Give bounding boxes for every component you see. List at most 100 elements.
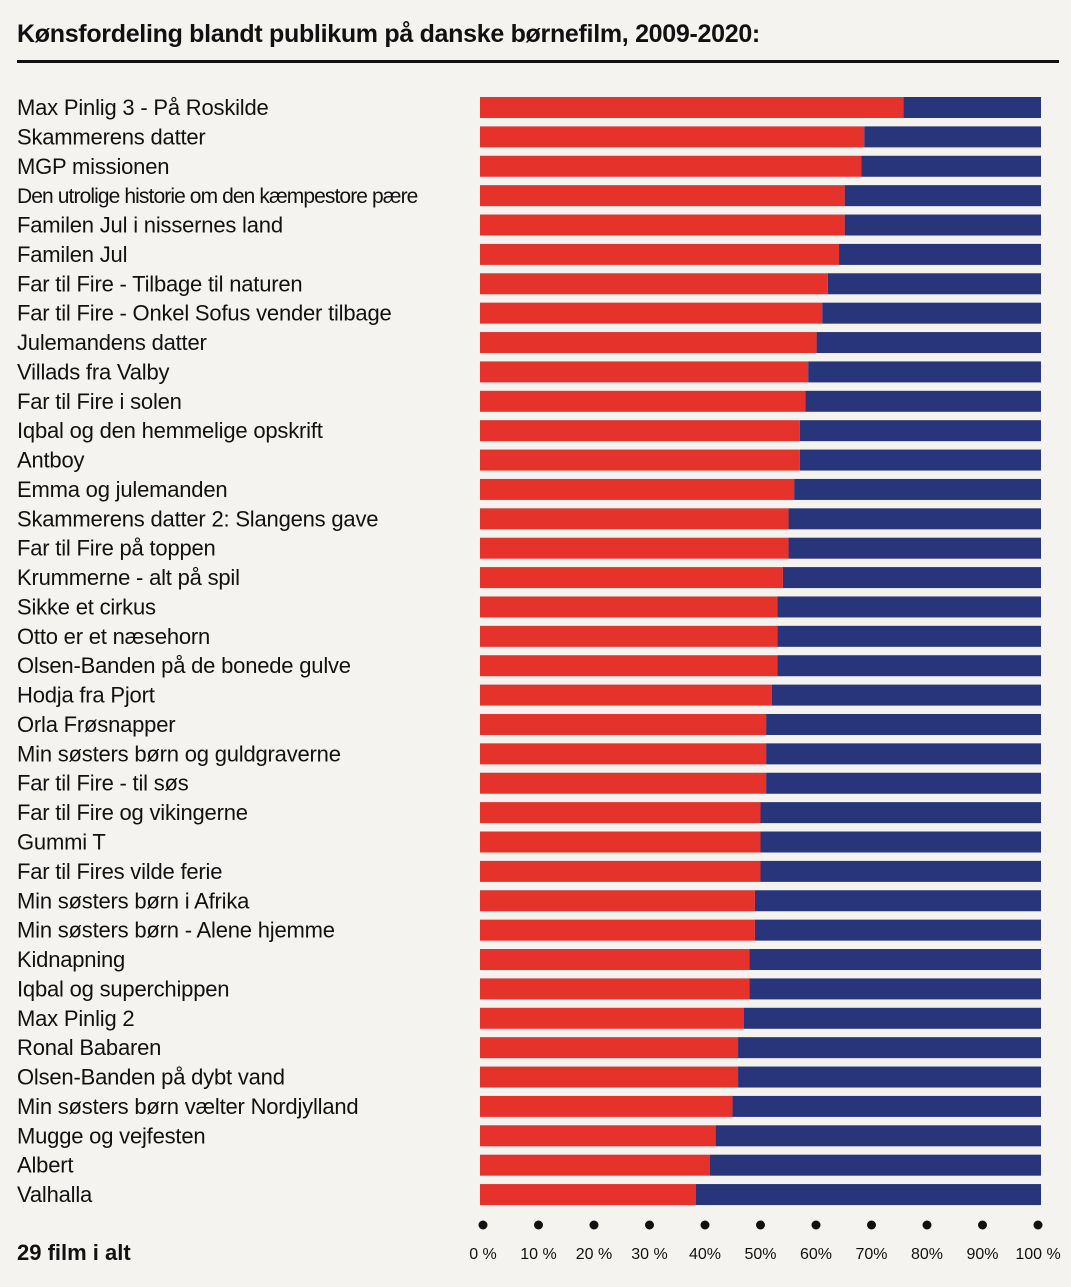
bar-segment-male	[766, 743, 1041, 765]
bar-segment-female	[480, 567, 783, 589]
bar-segment-female	[480, 508, 789, 530]
bar-segment-male	[760, 802, 1041, 824]
bar-segment-male	[827, 273, 1041, 295]
bar-segment-male	[844, 214, 1041, 236]
bar-segment-female	[480, 949, 750, 971]
bar-segment-female	[480, 684, 772, 706]
axis-tick-dot	[700, 1220, 710, 1230]
category-label: Otto er et næsehorn	[17, 624, 210, 649]
category-label: Min søsters børn og guldgraverne	[17, 741, 341, 766]
axis-tick-dot	[756, 1220, 765, 1230]
category-label: Min søsters børn vælter Nordjylland	[17, 1094, 358, 1119]
category-label: Gummi T	[17, 830, 106, 855]
bar-segment-male	[738, 1066, 1041, 1088]
x-tick-label: 70%	[855, 1246, 887, 1263]
bar-segment-male	[738, 1037, 1041, 1059]
bar-segment-female	[480, 243, 840, 265]
bar-segment-female	[480, 126, 865, 148]
category-label: Antboy	[17, 448, 84, 473]
bar-segment-female	[480, 420, 800, 442]
category-label: Orla Frøsnapper	[17, 712, 175, 737]
bar-segment-female	[480, 978, 750, 1000]
bar-segment-male	[710, 1154, 1041, 1176]
category-label: Emma og julemanden	[17, 477, 227, 502]
category-label: Kidnapning	[17, 947, 125, 972]
category-label: Min søsters børn i Afrika	[17, 888, 250, 913]
bar-segment-female	[480, 655, 778, 677]
category-label: Iqbal og den hemmelige opskrift	[17, 418, 323, 443]
axis-tick-dot	[867, 1220, 876, 1230]
category-label: Iqbal og superchippen	[17, 976, 229, 1001]
bar-segment-male	[732, 1095, 1041, 1117]
bar-segment-female	[480, 890, 755, 912]
bar-segment-male	[715, 1125, 1041, 1147]
bar-segment-male	[760, 831, 1041, 853]
axis-tick-dot	[478, 1220, 488, 1230]
category-label: Hodja fra Pjort	[17, 683, 155, 708]
x-tick-label: 40%	[689, 1246, 721, 1263]
bar-segment-female	[480, 449, 800, 471]
category-label: Villads fra Valby	[17, 359, 170, 384]
bar-segment-female	[480, 155, 862, 177]
x-tick-label: 100 %	[1015, 1246, 1060, 1263]
bar-segment-female	[480, 743, 767, 765]
bar-segment-male	[844, 185, 1041, 207]
chart-title: Kønsfordeling blandt publikum på danske …	[17, 20, 760, 48]
category-label: Mugge og vejfesten	[17, 1123, 205, 1148]
bar-segment-male	[771, 684, 1041, 706]
title-divider	[17, 60, 1059, 63]
bar-segment-male	[749, 978, 1041, 1000]
category-label: Far til Fire på toppen	[17, 536, 216, 561]
axis-tick-dot	[922, 1220, 932, 1230]
bar-segment-male	[799, 420, 1041, 442]
bar-segment-male	[766, 772, 1041, 794]
bar-segment-female	[480, 390, 806, 412]
axis-tick-dot	[645, 1220, 654, 1230]
bar-segment-male	[760, 860, 1041, 882]
category-label: Far til Fire - Onkel Sofus vender tilbag…	[17, 301, 392, 326]
bar-segment-male	[754, 890, 1041, 912]
category-label: Olsen-Banden på de bonede gulve	[17, 653, 351, 678]
axis-tick-dot	[811, 1220, 821, 1230]
category-label: Skammerens datter 2: Slangens gave	[17, 506, 378, 531]
category-label: Far til Fire - til søs	[17, 771, 189, 796]
category-label: Familen Jul	[17, 242, 127, 267]
bar-segment-male	[816, 332, 1041, 354]
category-label: Max Pinlig 3 - På Roskilde	[17, 95, 269, 120]
bar-segment-male	[864, 126, 1042, 148]
category-label: Far til Fire og vikingerne	[17, 800, 248, 825]
bar-segment-male	[822, 302, 1041, 324]
category-label: Far til Fire - Tilbage til naturen	[17, 271, 302, 296]
bar-segment-female	[480, 97, 904, 118]
bar-segment-female	[480, 772, 767, 794]
bar-segment-female	[480, 1154, 711, 1176]
category-label: Albert	[17, 1153, 73, 1178]
bar-segment-female	[480, 919, 755, 941]
bar-segment-male	[777, 655, 1041, 677]
bar-segment-female	[480, 302, 823, 324]
category-label: MGP missionen	[17, 154, 169, 179]
category-label: Far til Fire i solen	[17, 389, 182, 414]
bar-segment-female	[480, 214, 845, 236]
x-tick-label: 80%	[911, 1246, 943, 1263]
x-tick-label: 50%	[744, 1246, 776, 1263]
bar-segment-female	[480, 625, 778, 647]
bar-segment-female	[480, 831, 761, 853]
bar-segment-female	[480, 713, 767, 735]
axis-tick-dot	[1033, 1220, 1043, 1230]
bar-segment-female	[480, 1066, 739, 1088]
bar-segment-female	[480, 1037, 739, 1059]
bar-segment-female	[480, 1184, 696, 1206]
bar-segment-male	[788, 537, 1041, 559]
category-label: Olsen-Banden på dybt vand	[17, 1065, 285, 1090]
bar-segment-female	[480, 185, 845, 207]
bar-segment-female	[480, 273, 828, 295]
bar-segment-female	[480, 332, 817, 354]
bar-segment-female	[480, 537, 789, 559]
bar-segment-male	[903, 97, 1041, 118]
category-label: Max Pinlig 2	[17, 1006, 134, 1031]
bar-segment-female	[480, 860, 761, 882]
bar-segment-female	[480, 1125, 716, 1147]
bar-segment-male	[839, 243, 1041, 265]
